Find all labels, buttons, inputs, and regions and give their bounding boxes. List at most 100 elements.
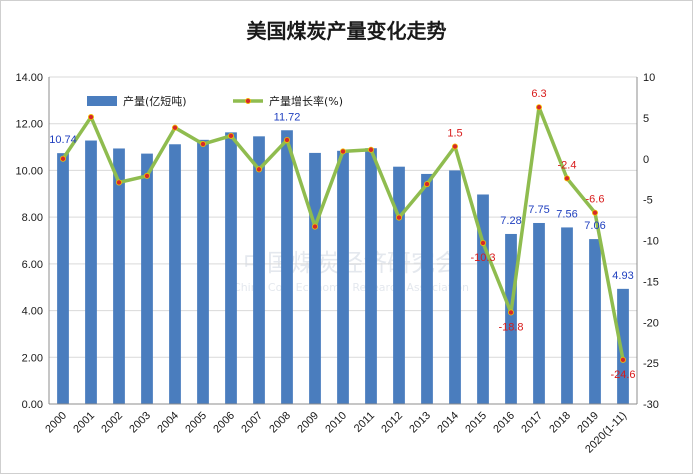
x-tick-label: 2014 (435, 410, 461, 436)
x-tick-label: 2008 (267, 410, 293, 436)
line-point (423, 181, 430, 188)
y-left-tick-label: 8.00 (22, 212, 43, 224)
bar (197, 139, 209, 404)
bar (281, 130, 293, 405)
y-right-tick-label: -10 (643, 236, 659, 248)
x-tick-label: 2006 (211, 410, 237, 436)
bar-data-label: 7.75 (528, 204, 549, 216)
bar (365, 148, 377, 404)
line-point (451, 143, 458, 150)
y-right-tick-label: 0 (643, 154, 649, 166)
line-point (283, 136, 290, 143)
line-point (116, 179, 123, 186)
line-point (620, 356, 627, 363)
y-left-tick-label: 0.00 (22, 399, 43, 411)
bar-data-label: 10.74 (49, 134, 77, 146)
line-point (479, 239, 486, 246)
y-right-tick-label: -5 (643, 195, 653, 207)
y-right-tick-label: -30 (643, 399, 659, 411)
line-point (199, 141, 206, 148)
line-point (143, 172, 150, 179)
x-tick-label: 2019 (575, 410, 601, 436)
y-left-tick-label: 14.00 (15, 72, 43, 84)
y-left-tick-label: 4.00 (22, 306, 43, 318)
bar-series (57, 130, 629, 405)
bar-data-label: 7.28 (500, 215, 521, 227)
y-right-tick-label: -15 (643, 276, 659, 288)
legend-label-line: 产量增长率(%) (269, 94, 343, 108)
bar-data-label: 4.93 (612, 270, 633, 282)
y-right-tick-label: 5 (643, 113, 649, 125)
line-point (339, 148, 346, 155)
x-tick-label: 2015 (463, 410, 489, 436)
y-left-tick-label: 12.00 (15, 119, 43, 131)
bar (505, 233, 517, 404)
line-point (255, 166, 262, 173)
legend-marker (244, 98, 251, 105)
line-point (88, 114, 95, 121)
watermark-en: China Coal Economic Research Association (233, 281, 469, 294)
line-data-label: -6.6 (586, 194, 605, 206)
legend-swatch-bar (87, 96, 117, 106)
legend: 产量(亿短吨) 产量增长率(%) (87, 94, 343, 108)
bar (141, 153, 153, 404)
bar-data-label: 7.06 (584, 220, 605, 232)
bar (225, 132, 237, 404)
line-point (507, 309, 514, 316)
x-tick-label: 2016 (491, 410, 517, 436)
y-left-tick-label: 2.00 (22, 352, 43, 364)
y-right-tick-label: -20 (643, 317, 659, 329)
y-right-tick-label: -25 (643, 358, 659, 370)
x-tick-label: 2000 (43, 410, 69, 436)
y-left-tick-label: 10.00 (15, 165, 43, 177)
chart-title: 美国煤炭产量变化走势 (246, 19, 447, 43)
line-point (592, 209, 599, 216)
bar-data-label: 11.72 (274, 111, 301, 123)
line-data-label: -18.8 (498, 321, 523, 333)
bar (169, 144, 181, 405)
line-point (311, 223, 318, 230)
legend-label-bar: 产量(亿短吨) (123, 94, 187, 108)
line-point (564, 175, 571, 182)
bar (449, 170, 461, 404)
x-tick-label: 2011 (352, 410, 377, 435)
line-data-label: 6.3 (531, 88, 546, 100)
bar (421, 173, 433, 404)
bar (253, 136, 265, 404)
bar (589, 239, 601, 404)
line-point (536, 104, 543, 111)
bar-data-label: 7.56 (556, 208, 577, 220)
bar (477, 194, 489, 404)
line-point (60, 155, 67, 162)
line-point (227, 132, 234, 139)
bar (113, 148, 125, 404)
line-data-label: -10.3 (470, 252, 495, 264)
x-tick-label: 2013 (407, 410, 433, 436)
bar (309, 152, 321, 404)
x-tick-label: 2005 (183, 410, 209, 436)
bar (617, 288, 629, 404)
x-tick-label: 2007 (239, 410, 265, 436)
bar (393, 166, 405, 404)
data-labels: 10.74 11.72 7.28 7.75 7.56 7.06 4.93 1.5 -10.3 -1… (49, 88, 635, 381)
y-right-tick-label: 10 (643, 72, 655, 84)
line-data-label: -2.4 (558, 159, 577, 171)
line-data-label: -24.6 (610, 369, 635, 381)
watermark: 中国煤炭经济研究会 China Coal Economic Research A… (233, 249, 469, 294)
bar (85, 140, 97, 404)
line-point (171, 124, 178, 131)
x-tick-label: 2017 (519, 410, 545, 436)
x-tick-label: 2004 (155, 410, 181, 436)
line-point (395, 214, 402, 221)
x-tick-label: 2003 (127, 410, 153, 436)
line-point (367, 146, 374, 153)
bar (533, 222, 545, 404)
y-left-tick-label: 6.00 (22, 259, 43, 271)
x-tick-label: 2012 (379, 410, 405, 436)
bar (337, 150, 349, 404)
line-series (60, 104, 627, 363)
line-data-label: 1.5 (447, 127, 462, 139)
x-tick-label: 2010 (323, 410, 349, 436)
